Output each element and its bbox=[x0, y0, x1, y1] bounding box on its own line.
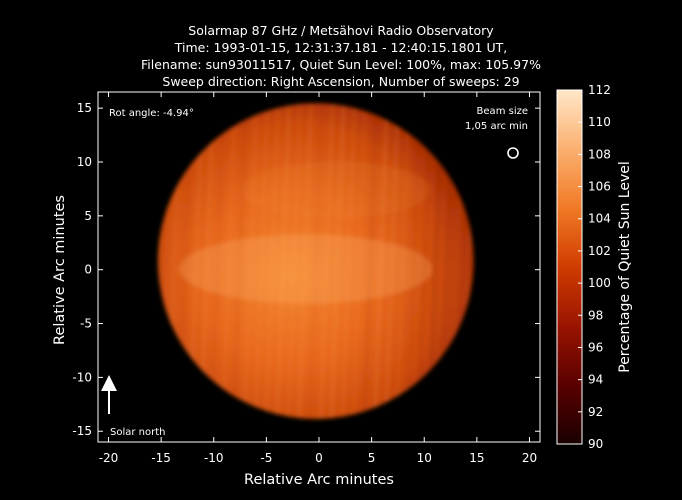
title-line-4: Sweep direction: Right Ascension, Number… bbox=[162, 74, 520, 89]
beam-size-marker bbox=[507, 147, 519, 159]
colorbar bbox=[556, 89, 583, 445]
beam-size-value: 1,05 arc min bbox=[465, 121, 528, 132]
colorbar-tick-label: 98 bbox=[588, 308, 603, 322]
colorbar-tick-label: 100 bbox=[588, 276, 611, 290]
x-tick-label: -15 bbox=[151, 451, 171, 465]
colorbar-tick-label: 106 bbox=[588, 180, 611, 194]
x-tick-label: 10 bbox=[417, 451, 432, 465]
colorbar-tick-label: 94 bbox=[588, 373, 603, 387]
y-tick-label: -15 bbox=[72, 424, 92, 438]
colorbar-tick-label: 90 bbox=[588, 437, 603, 451]
x-tick-label: -20 bbox=[99, 451, 119, 465]
title-line-2: Time: 1993-01-15, 12:31:37.181 - 12:40:1… bbox=[174, 40, 508, 55]
colorbar-tick-label: 104 bbox=[588, 212, 611, 226]
x-axis-label: Relative Arc minutes bbox=[244, 472, 394, 488]
colorbar-tick-label: 92 bbox=[588, 405, 603, 419]
y-tick-label: 5 bbox=[84, 209, 92, 223]
colorbar-tick-label: 96 bbox=[588, 340, 603, 354]
rot-angle-label: Rot angle: -4.94° bbox=[109, 108, 194, 119]
colorbar-tick-label: 102 bbox=[588, 244, 611, 258]
y-axis-ticks: -15 -10 -5 0 5 10 15 bbox=[72, 101, 540, 438]
y-tick-label: 15 bbox=[77, 101, 92, 115]
bright-band bbox=[179, 234, 433, 304]
y-tick-label: -10 bbox=[72, 370, 92, 384]
y-axis-label: Relative Arc minutes bbox=[52, 195, 68, 345]
x-tick-label: -5 bbox=[260, 451, 272, 465]
solar-north-label: Solar north bbox=[110, 427, 166, 438]
x-tick-label: -10 bbox=[204, 451, 224, 465]
x-tick-label: 5 bbox=[368, 451, 376, 465]
x-tick-label: 20 bbox=[522, 451, 537, 465]
solar-disk-group bbox=[157, 103, 474, 419]
bright-region bbox=[241, 161, 431, 219]
colorbar-tick-label: 110 bbox=[588, 115, 611, 129]
colorbar-tick-label: 112 bbox=[588, 83, 611, 97]
colorbar-tick-label: 108 bbox=[588, 147, 611, 161]
solar-north-arrow bbox=[101, 375, 117, 414]
y-tick-label: 0 bbox=[84, 263, 92, 277]
y-tick-label: -5 bbox=[80, 317, 92, 331]
y-tick-label: 10 bbox=[77, 155, 92, 169]
x-axis-ticks: -20 -15 -10 -5 0 5 10 15 20 bbox=[99, 92, 537, 465]
x-tick-label: 15 bbox=[469, 451, 484, 465]
title-line-3: Filename: sun93011517, Quiet Sun Level: … bbox=[141, 57, 541, 72]
beam-size-label: Beam size bbox=[477, 106, 528, 117]
x-tick-label: 0 bbox=[315, 451, 323, 465]
colorbar-ticks: 90 92 94 96 98 100 102 104 106 108 110 112 bbox=[578, 83, 611, 451]
colorbar-label: Percentage of Quiet Sun Level bbox=[617, 161, 633, 373]
title-line-1: Solarmap 87 GHz / Metsähovi Radio Observ… bbox=[188, 23, 494, 38]
